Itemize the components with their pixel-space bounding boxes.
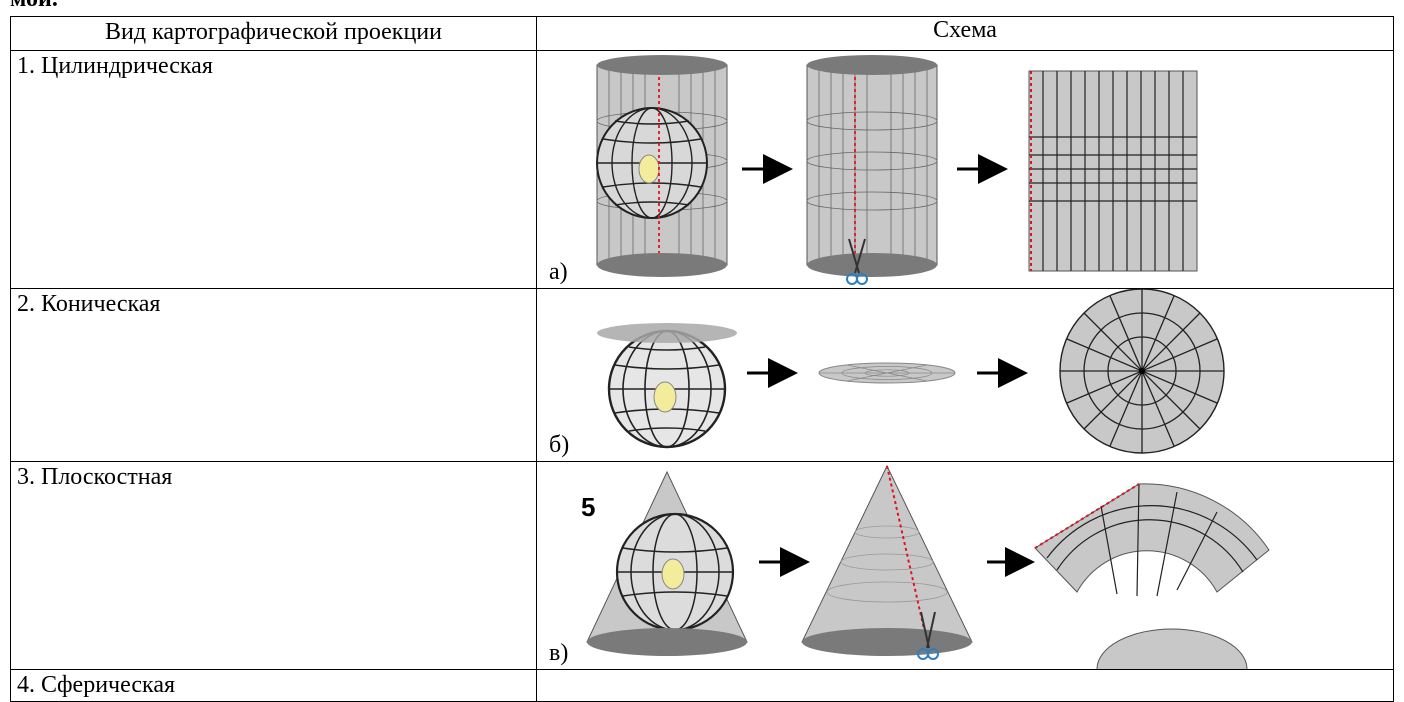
- cylindrical-projection-diagram: [596, 55, 1198, 285]
- cone-cut-illustration: [801, 464, 973, 660]
- flat-disc-illustration: [818, 362, 956, 384]
- lightbulb-icon: [661, 558, 685, 590]
- projection-name-cylindrical: 1. Цилиндрическая: [10, 50, 537, 289]
- conic-projection-diagram: [586, 464, 1270, 669]
- header-scheme: Схема: [536, 16, 1394, 51]
- header-projection-type: Вид картографической проекции: [10, 16, 537, 51]
- plane-projection-diagram: [597, 289, 1225, 454]
- cylinder-with-globe-illustration: [596, 55, 728, 277]
- scheme-cell-conical: б): [536, 288, 1394, 462]
- page-text-fragment: мой.: [10, 0, 58, 13]
- table-header-row: Вид картографической проекции Схема: [10, 16, 1394, 51]
- scheme-cell-spherical: [536, 669, 1394, 702]
- projection-name-spherical: 4. Сферическая: [10, 669, 537, 702]
- unrolled-grid-illustration: [1028, 70, 1198, 272]
- stray-fragment: 5: [581, 492, 596, 522]
- table-row: 1. Цилиндрическая: [10, 50, 1394, 289]
- scheme-cell-plane: 5: [536, 461, 1394, 670]
- scissors-icon: [917, 611, 939, 660]
- projection-name-plane: 3. Плоскостная: [10, 461, 537, 670]
- globe-with-plane-illustration: [597, 323, 737, 449]
- lightbulb-icon: [653, 381, 677, 413]
- table-row: 2. Коническая: [10, 288, 1394, 462]
- scheme-cell-cylindrical: а): [536, 50, 1394, 289]
- lightbulb-icon: [638, 154, 660, 184]
- cylinder-cut-illustration: [806, 55, 938, 285]
- projections-table: Вид картографической проекции Схема 1. Ц…: [10, 16, 1394, 702]
- scissors-icon: [846, 238, 868, 285]
- cone-with-globe-illustration: [586, 470, 748, 656]
- table-row: 3. Плоскостная 5: [10, 461, 1394, 670]
- unrolled-cone-illustration: [1034, 483, 1270, 669]
- table-row: 4. Сферическая: [10, 669, 1394, 702]
- scheme-label-b: б): [549, 432, 570, 458]
- scheme-label-a: а): [549, 259, 568, 285]
- azimuthal-disc-illustration: [1059, 289, 1225, 454]
- scheme-label-v: в): [549, 640, 569, 666]
- projection-name-conical: 2. Коническая: [10, 288, 537, 462]
